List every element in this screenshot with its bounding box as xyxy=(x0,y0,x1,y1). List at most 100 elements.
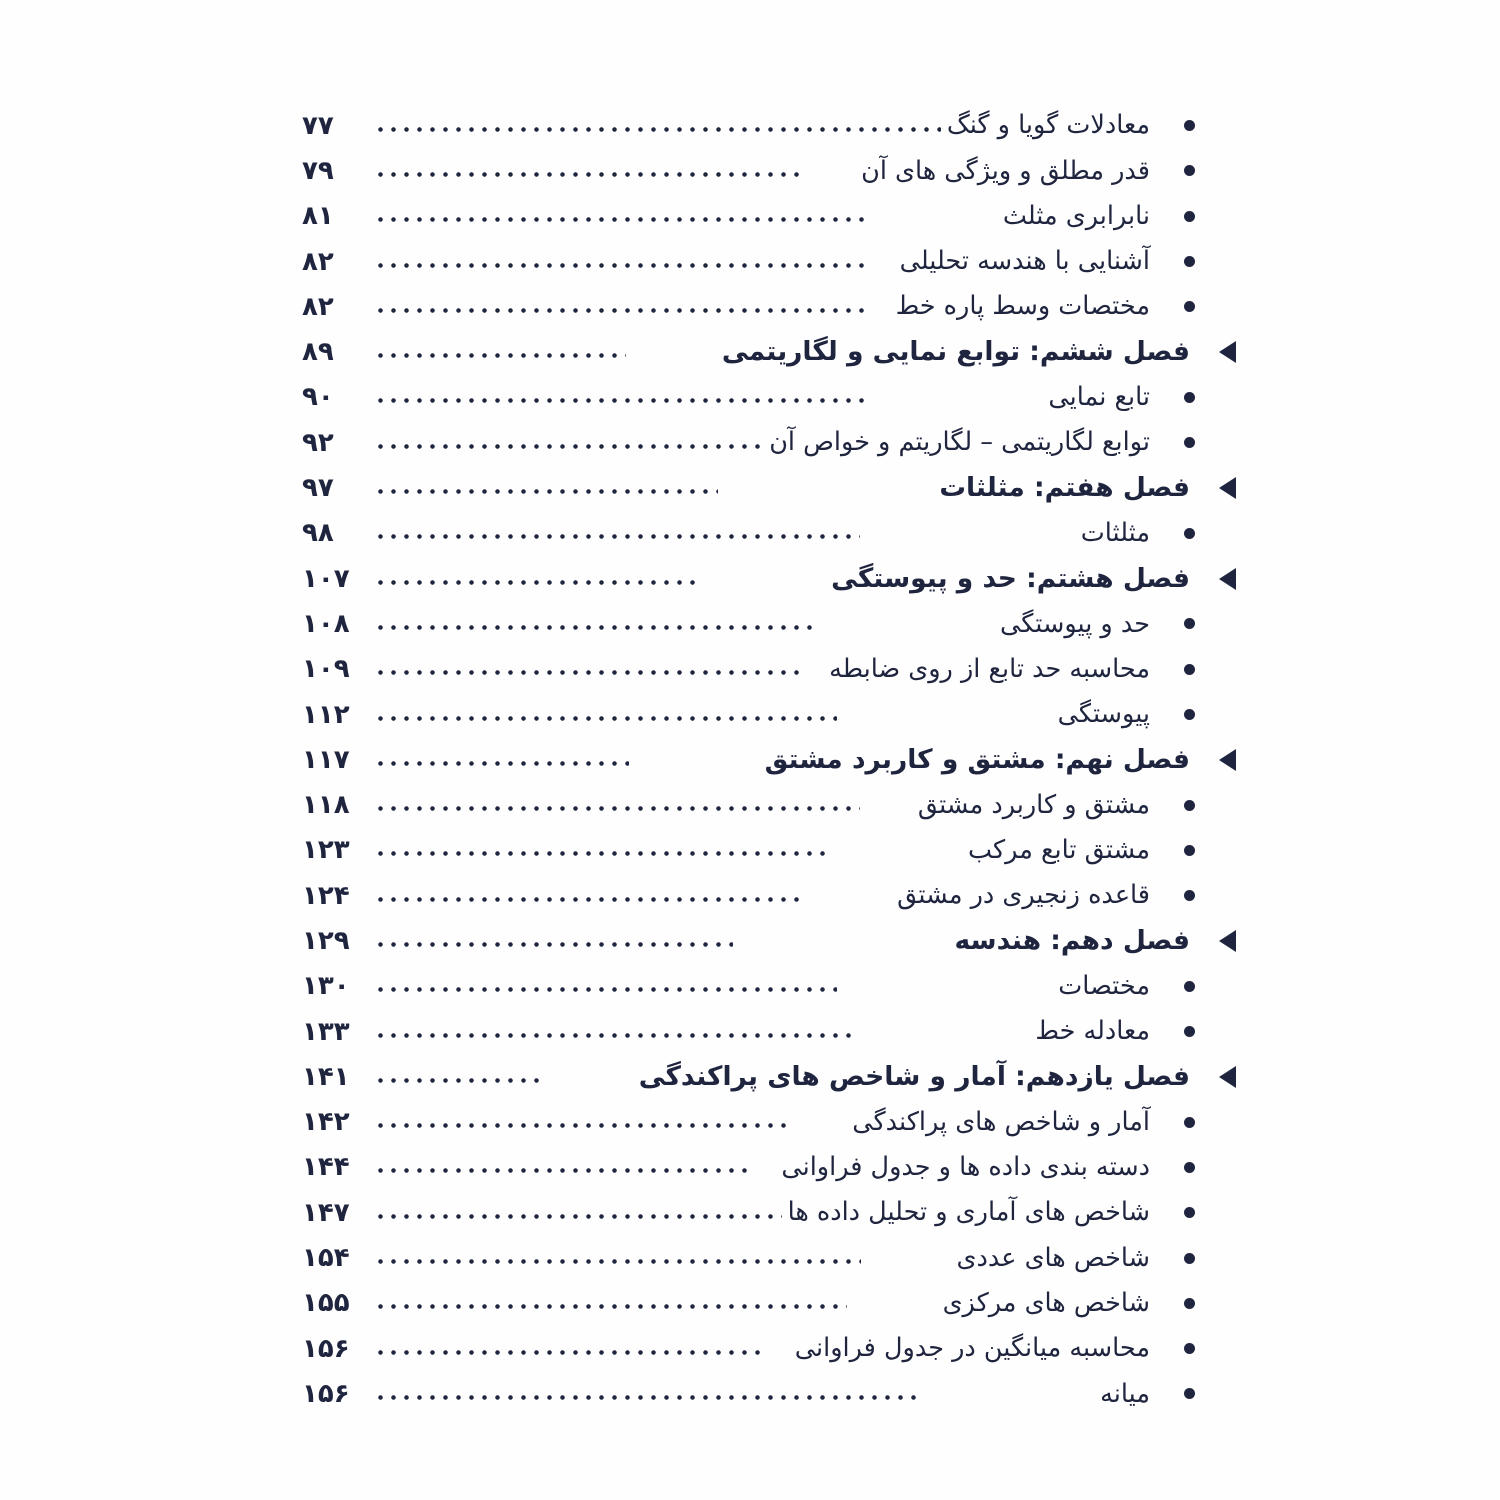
toc-entry-row[interactable]: مثلثات ۹۸ xyxy=(300,511,1250,556)
toc-chapter-row[interactable]: فصل یازدهم: آمار و شاخص های پراکندگی ۱۴۱ xyxy=(300,1054,1250,1099)
toc-entry-row[interactable]: مشتق تابع مرکب ۱۲۳ xyxy=(300,828,1250,873)
toc-entry-row[interactable]: توابع لگاریتمی – لگاریتم و خواص آن ۹۲ xyxy=(300,420,1250,465)
toc-page-number: ۹۷ xyxy=(302,473,334,504)
dot-leader xyxy=(378,1200,782,1226)
bullet-dot-icon xyxy=(1166,1252,1212,1264)
toc-entry-row[interactable]: تابع نمایی ۹۰ xyxy=(300,375,1250,420)
toc-entry-row[interactable]: شاخص های آماری و تحلیل داده ها ۱۴۷ xyxy=(300,1190,1250,1235)
toc-page-number: ۱۲۴ xyxy=(302,880,350,911)
toc-entry-title: تابع نمایی xyxy=(1048,382,1150,413)
toc-page-number: ۸۲ xyxy=(302,291,334,322)
toc-list: معادلات گویا و گنگ ۷۷ قدر مطلق و ویژگی های… xyxy=(300,103,1250,1417)
dot-leader xyxy=(378,520,860,546)
toc-page-number: ۷۷ xyxy=(302,110,334,141)
dot-leader xyxy=(378,294,866,320)
dot-leader xyxy=(378,656,800,682)
toc-page-number: ۱۴۱ xyxy=(302,1061,350,1092)
dot-leader xyxy=(378,973,838,999)
bullet-dot-icon xyxy=(1166,256,1212,268)
bullet-glyph xyxy=(1183,1388,1195,1400)
bullet-dot-icon xyxy=(1166,301,1212,313)
toc-entry-row[interactable]: معادله خط ۱۳۳ xyxy=(300,1009,1250,1054)
toc-entry-row[interactable]: دسته بندی داده ها و جدول فراوانی ۱۴۴ xyxy=(300,1145,1250,1190)
bullet-dot-icon xyxy=(1166,663,1212,675)
bullet-dot-icon xyxy=(1166,709,1212,720)
dot-leader xyxy=(378,1019,855,1045)
toc-entry-title: مشتق و کاربرد مشتق xyxy=(917,789,1150,820)
toc-chapter-row[interactable]: فصل هفتم: مثلثات ۹۷ xyxy=(300,465,1250,510)
bullet-glyph xyxy=(1183,1026,1195,1038)
toc-page-number: ۱۴۲ xyxy=(302,1107,350,1138)
toc-entry-row[interactable]: شاخص های عددی ۱۵۴ xyxy=(300,1235,1250,1280)
bullet-dot-icon xyxy=(1166,120,1212,132)
toc-entry-title: قدر مطلق و ویژگی های آن xyxy=(861,155,1150,186)
toc-entry-row[interactable]: مشتق و کاربرد مشتق ۱۱۸ xyxy=(300,782,1250,827)
toc-page-number: ۱۰۹ xyxy=(302,654,350,685)
bullet-glyph xyxy=(1183,527,1195,539)
toc-entry-title: محاسبه میانگین در جدول فراوانی xyxy=(794,1333,1150,1364)
bullet-glyph xyxy=(1183,391,1195,403)
bullet-glyph xyxy=(1183,1161,1195,1173)
bullet-glyph xyxy=(1183,210,1195,222)
toc-entry-row[interactable]: نابرابری مثلث ۸۱ xyxy=(300,194,1250,239)
toc-page-number: ۹۰ xyxy=(302,382,334,413)
toc-page-number: ۱۲۳ xyxy=(302,835,350,866)
arrowhead-right-icon xyxy=(1204,1065,1250,1088)
bullet-glyph xyxy=(1183,799,1195,811)
toc-entry-row[interactable]: پیوستگی ۱۱۲ xyxy=(300,692,1250,737)
toc-entry-row[interactable]: قاعده زنجیری در مشتق ۱۲۴ xyxy=(300,873,1250,918)
toc-entry-row[interactable]: آشنایی با هندسه تحلیلی ۸۲ xyxy=(300,239,1250,284)
toc-entry-row[interactable]: حد و پیوستگی ۱۰۸ xyxy=(300,601,1250,646)
arrowhead-glyph xyxy=(1218,341,1236,364)
bullet-glyph xyxy=(1183,663,1195,675)
bullet-glyph xyxy=(1183,1252,1195,1264)
toc-entry-title: مثلثات xyxy=(1080,517,1150,548)
toc-entry-title: مشتق تابع مرکب xyxy=(967,835,1150,866)
bullet-glyph xyxy=(1183,1207,1195,1219)
toc-page-number: ۸۱ xyxy=(302,201,334,232)
arrowhead-right-icon xyxy=(1204,477,1250,500)
dot-leader xyxy=(378,339,626,365)
toc-page-number: ۹۸ xyxy=(302,518,334,549)
bullet-dot-icon xyxy=(1166,1207,1212,1219)
dot-leader xyxy=(378,837,832,863)
toc-page-number: ۱۰۷ xyxy=(302,563,350,594)
bullet-dot-icon xyxy=(1166,1026,1212,1038)
toc-entry-row[interactable]: میانه ۱۵۶ xyxy=(300,1371,1250,1416)
bullet-glyph xyxy=(1183,980,1195,992)
bullet-glyph xyxy=(1183,165,1195,177)
dot-leader xyxy=(378,1336,765,1362)
toc-entry-row[interactable]: محاسبه حد تابع از روی ضابطه ۱۰۹ xyxy=(300,647,1250,692)
toc-entry-row[interactable]: محاسبه میانگین در جدول فراوانی ۱۵۶ xyxy=(300,1326,1250,1371)
toc-entry-row[interactable]: قدر مطلق و ویژگی های آن ۷۹ xyxy=(300,148,1250,193)
toc-page-number: ۱۵۴ xyxy=(302,1243,350,1274)
toc-chapter-row[interactable]: فصل نهم: مشتق و کاربرد مشتق ۱۱۷ xyxy=(300,737,1250,782)
dot-leader xyxy=(378,158,804,184)
toc-page-number: ۱۳۳ xyxy=(302,1016,350,1047)
dot-leader xyxy=(378,203,867,229)
toc-entry-row[interactable]: شاخص های مرکزی ۱۵۵ xyxy=(300,1281,1250,1326)
toc-chapter-row[interactable]: فصل ششم: توابع نمایی و لگاریتمی ۸۹ xyxy=(300,329,1250,374)
toc-entry-row[interactable]: معادلات گویا و گنگ ۷۷ xyxy=(300,103,1250,148)
bullet-glyph xyxy=(1183,120,1195,132)
toc-entry-title: فصل ششم: توابع نمایی و لگاریتمی xyxy=(721,336,1190,368)
toc-entry-title: آمار و شاخص های پراکندگی xyxy=(852,1106,1150,1137)
toc-chapter-row[interactable]: فصل دهم: هندسه ۱۲۹ xyxy=(300,918,1250,963)
toc-entry-title: مختصات xyxy=(1058,970,1150,1001)
toc-chapter-row[interactable]: فصل هشتم: حد و پیوستگی ۱۰۷ xyxy=(300,556,1250,601)
bullet-glyph xyxy=(1183,618,1195,630)
toc-entry-title: شاخص های آماری و تحلیل داده ها xyxy=(787,1197,1150,1228)
bullet-glyph xyxy=(1183,256,1195,268)
toc-entry-title: پیوستگی xyxy=(1057,699,1150,730)
toc-entry-title: دسته بندی داده ها و جدول فراوانی xyxy=(781,1152,1150,1183)
toc-page-number: ۱۲۹ xyxy=(302,925,350,956)
toc-entry-row[interactable]: آمار و شاخص های پراکندگی ۱۴۲ xyxy=(300,1100,1250,1145)
toc-page-number: ۱۱۷ xyxy=(302,744,350,775)
bullet-glyph xyxy=(1183,709,1195,720)
bullet-dot-icon xyxy=(1166,618,1212,630)
toc-entry-row[interactable]: مختصات ۱۳۰ xyxy=(300,964,1250,1009)
toc-entry-row[interactable]: مختصات وسط پاره خط ۸۲ xyxy=(300,284,1250,329)
bullet-dot-icon xyxy=(1166,165,1212,177)
bullet-dot-icon xyxy=(1166,437,1212,449)
